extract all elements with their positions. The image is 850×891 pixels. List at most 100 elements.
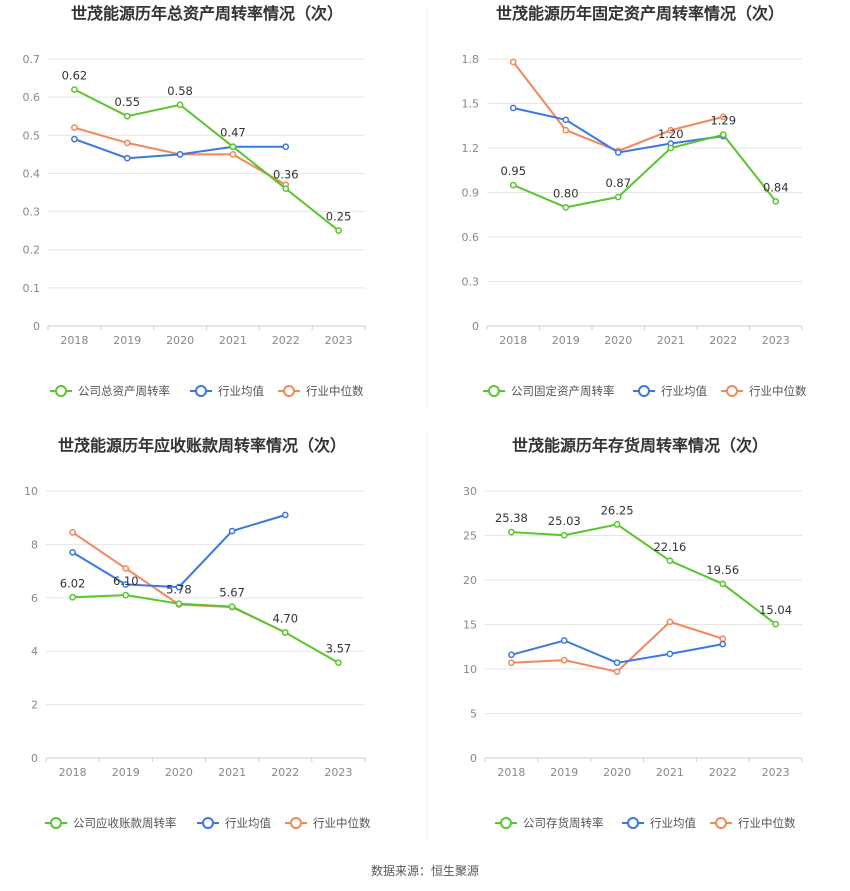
x-tick-label: 2018 [60, 334, 88, 347]
data-point-median [560, 656, 568, 664]
legend-marker-company [500, 817, 512, 829]
y-tick-label: 0 [472, 320, 479, 333]
x-tick-label: 2022 [709, 766, 737, 779]
x-tick-label: 2020 [165, 766, 193, 779]
series-line-company [72, 594, 339, 664]
data-point-company [719, 580, 727, 588]
data-point-company [229, 143, 237, 151]
data-label: 19.56 [706, 563, 739, 577]
data-label: 1.20 [658, 127, 684, 141]
data-label: 1.29 [710, 114, 736, 128]
data-label: 26.25 [601, 503, 634, 517]
y-tick-label: 5 [470, 708, 477, 721]
data-point-company [613, 521, 621, 528]
series-line-median [512, 61, 724, 153]
data-point-company [175, 600, 183, 608]
series-line-company [73, 88, 340, 232]
data-point-median [71, 124, 78, 132]
x-tick-label: 2023 [324, 766, 352, 779]
x-tick-label: 2019 [550, 766, 578, 779]
data-label: 0.87 [605, 176, 631, 190]
data-label: 0.95 [500, 164, 526, 178]
data-point-avg [122, 581, 130, 588]
data-point-median [719, 635, 727, 643]
legend-label-median: 行业中位数 [738, 816, 796, 830]
data-point-company [282, 185, 290, 193]
data-point-median [229, 151, 237, 158]
y-tick-label: 0.3 [23, 206, 41, 219]
y-tick-label: 1.5 [462, 98, 480, 111]
x-tick-label: 2018 [499, 334, 527, 347]
legend-marker-median [715, 817, 727, 829]
data-point-avg [228, 527, 236, 535]
data-point-company [123, 112, 131, 120]
y-tick-label: 0 [31, 752, 38, 765]
data-point-company [772, 198, 780, 205]
series-line-company [512, 133, 777, 209]
chart-title: 世茂能源历年应收账款周转率情况（次） [58, 436, 346, 455]
legend-label-company: 公司固定资产周转率 [511, 384, 615, 398]
data-point-company [772, 620, 779, 628]
y-tick-label: 8 [31, 538, 38, 551]
y-tick-label: 4 [31, 645, 38, 658]
y-tick-label: 0.3 [462, 276, 480, 289]
data-point-avg [560, 637, 568, 644]
data-point-median [667, 126, 675, 134]
x-tick-label: 2022 [271, 766, 299, 779]
legend-label-company: 公司总资产周转率 [78, 384, 170, 398]
legend-marker-company [50, 817, 62, 829]
legend-marker-median [290, 817, 302, 829]
data-point-company [71, 86, 78, 93]
x-tick-label: 2020 [166, 334, 194, 347]
legend-label-median: 行业中位数 [313, 816, 371, 830]
data-point-avg [666, 650, 674, 658]
x-tick-label: 2020 [603, 766, 631, 779]
data-label: 5.78 [166, 583, 192, 597]
data-point-median [613, 668, 621, 676]
data-point-company [281, 629, 289, 636]
data-point-company [508, 528, 515, 536]
x-tick-label: 2023 [762, 334, 790, 347]
y-tick-label: 10 [463, 663, 477, 676]
legend-label-avg: 行业均值 [661, 384, 707, 398]
x-tick-label: 2021 [656, 766, 684, 779]
data-label: 0.58 [167, 84, 193, 98]
data-point-company [176, 101, 184, 109]
data-point-median [508, 659, 515, 667]
data-point-company [667, 144, 675, 152]
data-point-avg [282, 143, 290, 151]
legend-marker-avg [638, 385, 650, 397]
data-point-median [666, 618, 674, 626]
data-label: 25.03 [548, 514, 581, 528]
y-tick-label: 15 [463, 619, 477, 632]
x-tick-label: 2021 [657, 334, 685, 347]
data-label: 6.10 [113, 574, 139, 588]
y-tick-label: 10 [24, 485, 38, 498]
data-point-avg [281, 511, 289, 519]
data-point-avg [562, 116, 570, 124]
x-tick-label: 2019 [113, 334, 141, 347]
legend-marker-median [726, 385, 738, 397]
y-tick-label: 0.6 [23, 91, 41, 104]
chart-panel-2: 世茂能源历年固定资产周转率情况（次） 0 0.3 0.6 0.9 1.2 1.5 1.8 201… [462, 4, 807, 398]
legend-label-median: 行业中位数 [749, 384, 807, 398]
chart-panel-3: 世茂能源历年应收账款周转率情况（次） 0 2 4 6 8 10 2018 2019 2020 202… [24, 436, 371, 830]
data-label: 0.25 [326, 210, 352, 224]
data-label: 25.38 [495, 511, 528, 525]
source-note: 数据来源：恒生聚源 [371, 863, 479, 878]
y-tick-label: 1.8 [462, 53, 480, 66]
data-point-company [719, 131, 727, 138]
y-tick-label: 0.4 [23, 167, 41, 180]
series-line-avg [513, 107, 724, 154]
series-line-company [511, 523, 777, 625]
legend-marker-median [283, 385, 295, 397]
y-tick-label: 20 [463, 574, 477, 587]
legend-label-median: 行业中位数 [306, 384, 364, 398]
y-tick-label: 25 [463, 530, 477, 543]
chart-panel-1: 世茂能源历年总资产周转率情况（次） 0 0.1 0.2 0.3 0.4 0.5 0.6 0.7 2… [23, 4, 366, 398]
data-label: 0.47 [220, 126, 246, 140]
data-point-median [69, 529, 76, 536]
x-tick-label: 2021 [218, 766, 246, 779]
y-tick-label: 30 [463, 485, 477, 498]
data-point-company [614, 193, 622, 201]
